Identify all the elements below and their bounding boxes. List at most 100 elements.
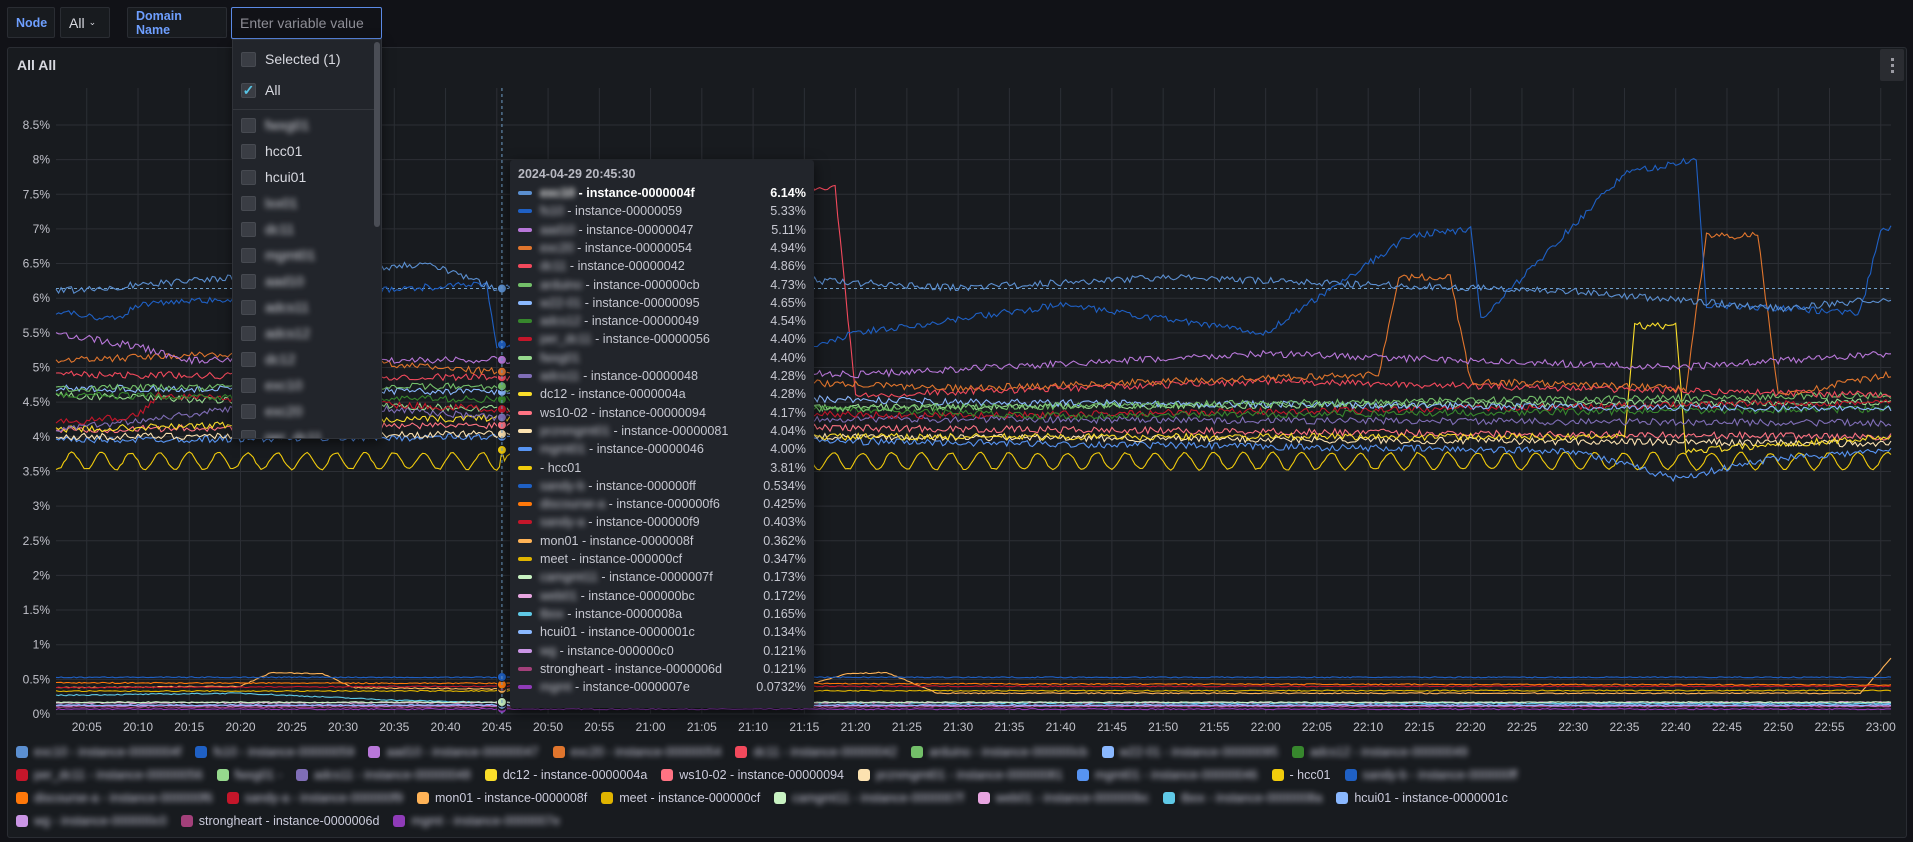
series-color-swatch bbox=[518, 209, 532, 214]
tooltip-value: 4.94% bbox=[770, 240, 806, 255]
legend-label: aad10 - instance-00000047 bbox=[386, 744, 539, 759]
legend-item[interactable]: adcs11 - instance-00000048 bbox=[295, 766, 471, 783]
checkbox[interactable] bbox=[241, 143, 256, 159]
checkbox[interactable] bbox=[241, 351, 256, 367]
legend-item[interactable]: sandy-a - instance-000000f9 bbox=[226, 789, 403, 806]
x-tick-label: 22:30 bbox=[1558, 720, 1588, 734]
dropdown-option[interactable]: adcs11 bbox=[241, 299, 309, 315]
checkbox[interactable] bbox=[241, 117, 256, 133]
series-color-swatch bbox=[735, 745, 748, 758]
dropdown-option[interactable]: hcui01 bbox=[241, 169, 306, 185]
tooltip-series-label: adcs12 - instance-00000049 bbox=[540, 314, 699, 329]
tooltip-row: fs10 - instance-00000059 5.33% bbox=[518, 202, 806, 220]
x-tick-label: 20:15 bbox=[174, 720, 204, 734]
checkbox[interactable] bbox=[241, 195, 256, 211]
panel-title: All All bbox=[17, 57, 57, 73]
legend-item[interactable]: w22-01 - instance-00000095 bbox=[1101, 743, 1278, 760]
series-color-swatch bbox=[195, 745, 208, 758]
legend-item[interactable]: wg - instance-000000c0 bbox=[16, 812, 167, 829]
legend-label: tbox - instance-0000008a bbox=[1181, 790, 1323, 805]
node-select[interactable]: All ⌄ bbox=[60, 7, 110, 38]
tooltip-series-label: mgmt01 - instance-00000046 bbox=[540, 442, 704, 457]
x-tick-label: 20:30 bbox=[328, 720, 358, 734]
legend-item[interactable]: per_dc11 - instance-00000056 bbox=[16, 766, 203, 783]
series-line bbox=[55, 449, 1892, 472]
y-tick-label: 5.5% bbox=[23, 326, 51, 340]
legend-item[interactable]: mgmt01 - instance-00000046 bbox=[1076, 766, 1258, 783]
legend-item[interactable]: dc12 - instance-0000004a bbox=[484, 766, 647, 783]
dropdown-option[interactable]: fwxg01 bbox=[241, 117, 309, 133]
checkbox[interactable] bbox=[241, 247, 256, 263]
dropdown-option-label: hcc01 bbox=[265, 143, 303, 159]
legend-item[interactable]: fs10 - instance-00000059 bbox=[195, 743, 354, 760]
tooltip-value: 0.134% bbox=[763, 625, 806, 640]
checkbox[interactable] bbox=[241, 377, 256, 393]
legend-label: fs10 - instance-00000059 bbox=[213, 744, 355, 759]
dropdown-option[interactable]: dc12 bbox=[241, 351, 295, 367]
y-tick-label: 2% bbox=[33, 568, 51, 582]
checkbox[interactable] bbox=[241, 325, 256, 341]
domain-name-input[interactable] bbox=[231, 7, 382, 39]
legend-item[interactable]: adcs12 - instance-00000049 bbox=[1291, 743, 1468, 760]
legend-item[interactable]: dc11 - instance-00000042 bbox=[735, 743, 897, 760]
legend-item[interactable]: ws10-02 - instance-00000094 bbox=[661, 766, 844, 783]
checkbox[interactable] bbox=[241, 51, 256, 67]
x-tick-label: 22:45 bbox=[1712, 720, 1742, 734]
checkbox[interactable] bbox=[241, 403, 256, 419]
tooltip-row: sandy-a - instance-000000f9 0.403% bbox=[518, 513, 806, 531]
legend-label: strongheart - instance-0000006d bbox=[198, 813, 380, 828]
tooltip-row: web01 - instance-000000bc 0.172% bbox=[518, 587, 806, 605]
dropdown-option[interactable]: adcs12 bbox=[241, 325, 310, 341]
series-color-swatch bbox=[518, 319, 532, 324]
dropdown-scrollbar[interactable] bbox=[374, 42, 380, 227]
checkbox[interactable] bbox=[241, 273, 256, 289]
tooltip-series-label: web01 - instance-000000bc bbox=[540, 588, 695, 603]
legend-item[interactable]: aad10 - instance-00000047 bbox=[368, 743, 539, 760]
legend-item[interactable]: exc10 - instance-0000004f bbox=[16, 743, 181, 760]
legend-item[interactable]: prznmgmt01 - instance-00000081 bbox=[857, 766, 1063, 783]
legend-item[interactable]: sandy-b - instance-000000ff bbox=[1344, 766, 1517, 783]
panel-menu-button[interactable] bbox=[1880, 49, 1904, 81]
x-tick-label: 20:40 bbox=[431, 720, 461, 734]
legend-item[interactable]: strongheart - instance-0000006d bbox=[180, 812, 380, 829]
legend-item[interactable]: tbox - instance-0000008a bbox=[1163, 789, 1322, 806]
time-series-panel: 0% 0.5% 1% 1.5% 2% 2.5% 3% 3.5% 4% 4.5% 5% 5.5% 6% 6.… bbox=[7, 47, 1907, 838]
legend-item[interactable]: - hcc01 bbox=[1271, 766, 1331, 783]
tooltip-row: meet - instance-000000cf 0.347% bbox=[518, 550, 806, 568]
dropdown-option[interactable]: mgmt01 bbox=[241, 247, 316, 263]
dropdown-option[interactable]: lxx01 bbox=[241, 195, 298, 211]
checkbox[interactable] bbox=[241, 221, 256, 237]
dropdown-option[interactable]: exc10 bbox=[241, 377, 302, 393]
series-color-swatch bbox=[16, 745, 28, 758]
dropdown-option[interactable]: per_dc11 bbox=[241, 429, 322, 438]
tooltip-series-label: adcs11 - instance-00000048 bbox=[540, 369, 699, 383]
dropdown-option[interactable]: exc20 bbox=[241, 403, 302, 419]
legend-item[interactable]: hcui01 - instance-0000001c bbox=[1336, 789, 1508, 806]
legend-item[interactable]: fwxg01 - bbox=[216, 766, 282, 783]
dropdown-selected-toggle[interactable]: Selected (1) bbox=[241, 51, 340, 67]
y-tick-label: 3% bbox=[33, 499, 51, 513]
legend-item[interactable]: mon01 - instance-0000008f bbox=[417, 789, 587, 806]
legend-item[interactable]: discourse-a - instance-000000f6 bbox=[16, 789, 213, 806]
checkbox[interactable] bbox=[241, 169, 256, 185]
dropdown-option[interactable]: hcc01 bbox=[241, 143, 302, 159]
legend-item[interactable]: mgmt - instance-0000007e bbox=[393, 812, 560, 829]
dropdown-option-all[interactable]: ✓ All bbox=[241, 82, 281, 98]
dropdown-option-label: mgmt01 bbox=[265, 247, 316, 263]
tooltip-row: fwxg01 4.40% bbox=[518, 349, 806, 367]
checkbox[interactable] bbox=[241, 299, 256, 315]
dropdown-option[interactable]: aad10 bbox=[241, 273, 304, 289]
tooltip-series-label: wg - instance-000000c0 bbox=[540, 643, 674, 658]
tooltip-row: hcui01 - instance-0000001c 0.134% bbox=[518, 623, 806, 641]
legend-item[interactable]: arduino - instance-000000cb bbox=[911, 743, 1088, 760]
legend-item[interactable]: camgmt11 - instance-0000007f bbox=[774, 789, 964, 806]
checkmark-icon[interactable]: ✓ bbox=[241, 81, 256, 98]
dropdown-option[interactable]: dc11 bbox=[241, 221, 294, 237]
series-color-swatch bbox=[180, 814, 193, 827]
legend-item[interactable]: meet - instance-000000cf bbox=[601, 789, 760, 806]
checkbox[interactable] bbox=[241, 429, 256, 438]
legend-item[interactable]: exc20 - instance-00000054 bbox=[552, 743, 721, 760]
tooltip-value: 6.14% bbox=[770, 186, 806, 200]
legend-item[interactable]: web01 - instance-000000bc bbox=[977, 789, 1149, 806]
tooltip-value: 0.173% bbox=[763, 570, 806, 585]
